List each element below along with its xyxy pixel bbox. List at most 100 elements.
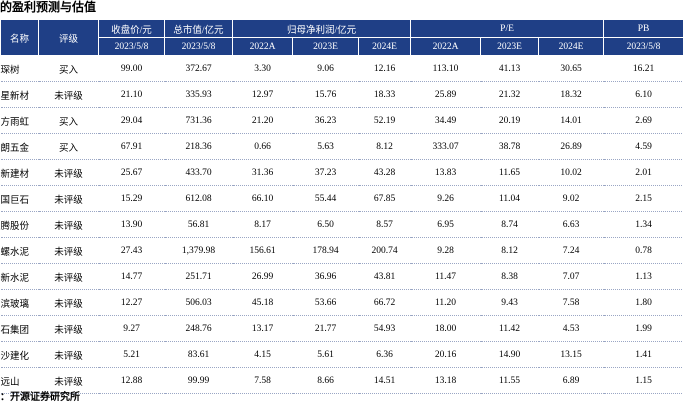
table-cell: 7.58 [539,290,604,316]
table-cell: 21.20 [233,108,293,134]
table-cell: 20.19 [481,108,539,134]
table-cell: 9.43 [481,290,539,316]
table-cell: 56.81 [165,212,233,238]
table-cell: 9.02 [539,186,604,212]
table-cell: 13.83 [411,160,481,186]
header-cell: 2023/5/8 [604,38,683,56]
table-cell: 36.23 [293,108,359,134]
table-cell: 6.63 [539,212,604,238]
table-cell: 113.10 [411,56,481,82]
table-cell: 10.02 [539,160,604,186]
table-cell: 12.27 [99,290,165,316]
table-cell: 未评级 [39,238,99,264]
table-cell: 1.34 [604,212,683,238]
table-cell: 11.04 [481,186,539,212]
table-cell: 未评级 [39,316,99,342]
table-cell: 未评级 [39,212,99,238]
table-cell: 612.08 [165,186,233,212]
table-cell: 8.38 [481,264,539,290]
table-cell: 1.99 [604,316,683,342]
table-cell: 6.89 [539,368,604,394]
title: 的盈利预测与估值 [0,0,96,18]
table-cell: 星新材 [1,82,39,108]
table-cell: 25.67 [99,160,165,186]
table-cell: 0.78 [604,238,683,264]
table-cell: 13.17 [233,316,293,342]
table-cell: 未评级 [39,186,99,212]
table-cell: 8.12 [359,134,411,160]
table-cell: 1.41 [604,342,683,368]
table-cell: 9.28 [411,238,481,264]
table-cell: 螺水泥 [1,238,39,264]
table-cell: 11.55 [481,368,539,394]
table-cell: 55.44 [293,186,359,212]
table-cell: 37.23 [293,160,359,186]
table-cell: 178.94 [293,238,359,264]
table-cell: 45.18 [233,290,293,316]
table-cell: 25.89 [411,82,481,108]
table-cell: 43.28 [359,160,411,186]
table-cell: 11.42 [481,316,539,342]
header-cell: P/E [411,20,604,38]
header-cell: 名称 [1,20,39,56]
header-cell: 2022A [233,38,293,56]
table-cell: 1.15 [604,368,683,394]
header-cell: 2023E [293,38,359,56]
table-cell: 14.77 [99,264,165,290]
table-cell: 滨玻璃 [1,290,39,316]
table-cell: 5.63 [293,134,359,160]
table-cell: 731.36 [165,108,233,134]
header-cell: 收盘价/元 [99,20,165,38]
table-cell: 14.01 [539,108,604,134]
table-cell: 8.74 [481,212,539,238]
table-cell: 3.30 [233,56,293,82]
header-cell: 总市值/亿元 [165,20,233,38]
table-cell: 21.10 [99,82,165,108]
header-cell: PB [604,20,683,38]
table-cell: 200.74 [359,238,411,264]
table-cell: 14.90 [481,342,539,368]
table-cell: 11.20 [411,290,481,316]
table-cell: 27.43 [99,238,165,264]
table-cell: 12.16 [359,56,411,82]
table-cell: 6.10 [604,82,683,108]
table-cell: 67.91 [99,134,165,160]
table-cell: 21.77 [293,316,359,342]
table-cell: 41.13 [481,56,539,82]
table-cell: 13.90 [99,212,165,238]
table-cell: 2.01 [604,160,683,186]
table-cell: 14.51 [359,368,411,394]
source-note: ：开源证券研究所 [0,388,80,403]
table-cell: 99.99 [165,368,233,394]
table-cell: 9.06 [293,56,359,82]
table-cell: 4.15 [233,342,293,368]
table-cell: 5.61 [293,342,359,368]
table-cell: 0.66 [233,134,293,160]
table-cell: 30.65 [539,56,604,82]
table-cell: 251.71 [165,264,233,290]
table-cell: 5.21 [99,342,165,368]
table-cell: 99.00 [99,56,165,82]
table-cell: 15.76 [293,82,359,108]
table-cell: 31.36 [233,160,293,186]
table-cell: 26.99 [233,264,293,290]
table-cell: 未评级 [39,264,99,290]
table-cell: 未评级 [39,160,99,186]
table-cell: 6.36 [359,342,411,368]
table-cell: 156.61 [233,238,293,264]
table-cell: 20.16 [411,342,481,368]
table-cell: 新建材 [1,160,39,186]
table-cell: 买入 [39,56,99,82]
table-cell: 6.50 [293,212,359,238]
table-cell: 15.29 [99,186,165,212]
table-cell: 34.49 [411,108,481,134]
table-cell: 18.00 [411,316,481,342]
